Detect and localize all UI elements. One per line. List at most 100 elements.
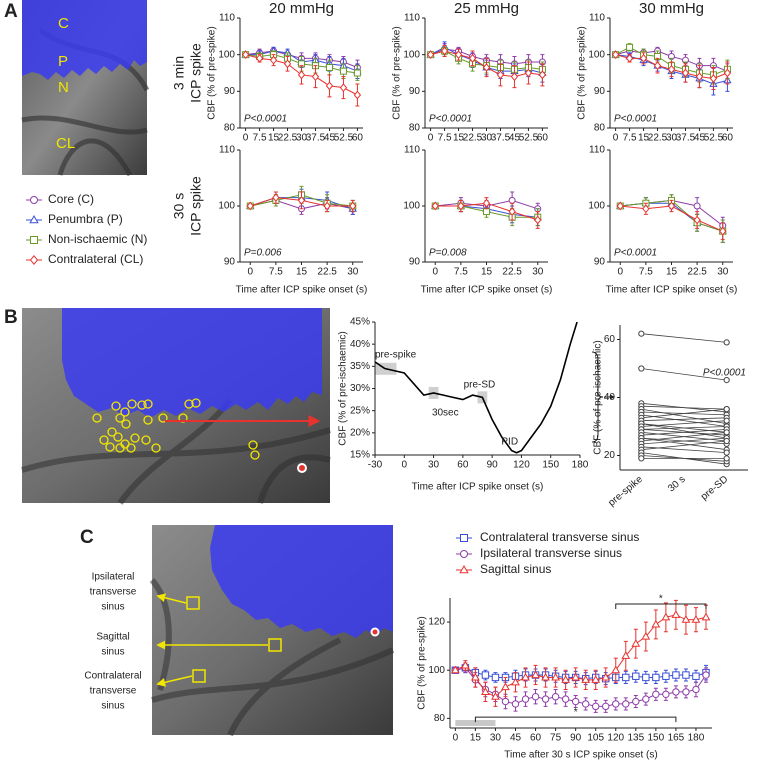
data-point — [638, 330, 645, 337]
x-tick-label: 37.5 — [306, 133, 326, 144]
x-tick-label: 60 — [537, 133, 549, 144]
y-axis-label: CBF (% of pre-spike) — [417, 616, 428, 709]
x-tick-label: 30 — [347, 267, 359, 278]
series-line — [455, 614, 707, 698]
x-tick-label: 30 — [428, 460, 440, 471]
region-label: Contralateral — [84, 671, 141, 682]
data-point — [625, 53, 634, 63]
data-point — [426, 50, 435, 60]
data-point — [496, 70, 505, 80]
data-point — [246, 201, 254, 211]
data-point — [661, 612, 671, 621]
x-tick-label: 0 — [617, 267, 623, 278]
data-point — [311, 72, 320, 82]
y-tick-label: 60 — [604, 334, 616, 345]
series-line — [375, 322, 578, 454]
pair-line — [641, 333, 727, 343]
image-label: C — [58, 15, 69, 32]
y-tick-label: 80 — [224, 123, 236, 134]
x-tick-label: 120 — [607, 733, 624, 744]
column-title: 25 mmHg — [454, 0, 519, 17]
y-axis-label: CBF (% of pre-ischaemic) — [338, 331, 349, 445]
x-tick-label: 0 — [247, 267, 253, 278]
x-tick-label: 135 — [627, 733, 644, 744]
x-tick-label: pre-SD — [699, 474, 730, 503]
data-point — [638, 455, 645, 462]
pair-line — [641, 446, 727, 453]
data-point — [531, 693, 540, 701]
data-point — [701, 612, 711, 621]
column-title: 30 mmHg — [639, 0, 704, 17]
y-tick-label: 90 — [594, 86, 606, 97]
panel-label: B — [4, 307, 18, 328]
x-tick-label: 0 — [613, 133, 619, 144]
x-tick-label: 45 — [510, 733, 522, 744]
data-point — [639, 53, 648, 63]
legend-label: Non-ischaemic (N) — [48, 232, 147, 246]
data-point — [662, 690, 670, 698]
y-tick-label: 40% — [350, 339, 370, 350]
legend-label: Core (C) — [48, 192, 94, 206]
data-point — [339, 67, 347, 75]
panel-label: A — [4, 1, 18, 22]
x-tick-label: 45 — [694, 133, 706, 144]
x-tick-label: 52.5 — [704, 133, 724, 144]
p-value: P<0.0001 — [614, 248, 657, 259]
y-tick-label: 40 — [604, 392, 616, 403]
data-point — [510, 72, 519, 82]
data-point — [642, 673, 650, 682]
y-tick-label: 90 — [594, 257, 606, 268]
data-point — [622, 700, 630, 708]
data-point — [692, 672, 700, 680]
region-label: Ipsilateral — [92, 572, 135, 583]
data-point — [531, 670, 540, 679]
y-tick-label: 45% — [350, 317, 370, 328]
data-point — [667, 201, 676, 211]
legend-marker — [30, 236, 38, 244]
region-label: sinus — [101, 647, 124, 658]
data-point — [482, 63, 491, 72]
data-point — [349, 201, 357, 211]
significance-bracket — [474, 716, 677, 723]
data-point — [653, 61, 662, 71]
y-tick-label: 100 — [218, 49, 235, 60]
data-point — [297, 70, 306, 80]
data-point — [592, 702, 600, 711]
x-axis-label: Time after 30 s ICP spike onset (s) — [504, 750, 657, 761]
x-axis-label: Time after ICP spike onset (s) — [421, 285, 553, 296]
x-tick-label: 15 — [296, 267, 308, 278]
data-point — [561, 695, 570, 703]
data-point — [541, 695, 550, 703]
data-point — [652, 673, 660, 682]
data-point — [561, 675, 571, 683]
region-label: Sagittal — [96, 632, 129, 643]
data-point — [511, 677, 520, 686]
data-point — [641, 631, 651, 640]
data-point — [491, 673, 500, 682]
x-tick-label: 37.5 — [676, 133, 696, 144]
y-tick-label: 110 — [404, 145, 420, 156]
data-point — [651, 619, 661, 628]
x-tick-label: 90 — [487, 460, 499, 471]
data-point — [591, 675, 601, 683]
data-point — [681, 614, 691, 623]
data-point — [481, 687, 490, 695]
x-tick-label: 45 — [509, 133, 521, 144]
data-point — [457, 201, 465, 211]
y-tick-label: 90 — [409, 257, 421, 268]
significance-label: * — [574, 707, 578, 718]
x-tick-label: 45 — [324, 133, 336, 144]
pair-line — [641, 405, 727, 410]
pair-line — [641, 437, 727, 451]
image-c — [149, 525, 395, 737]
x-tick-label: 7.5 — [269, 267, 283, 278]
data-point — [511, 700, 520, 708]
x-tick-label: 15 — [453, 133, 465, 144]
data-point — [691, 614, 701, 623]
row-title: 30 s — [171, 193, 187, 219]
x-tick-label: 60 — [352, 133, 364, 144]
data-point — [709, 74, 718, 83]
x-tick-label: 52.5 — [334, 133, 354, 144]
data-point — [642, 204, 650, 214]
data-point — [440, 46, 449, 56]
